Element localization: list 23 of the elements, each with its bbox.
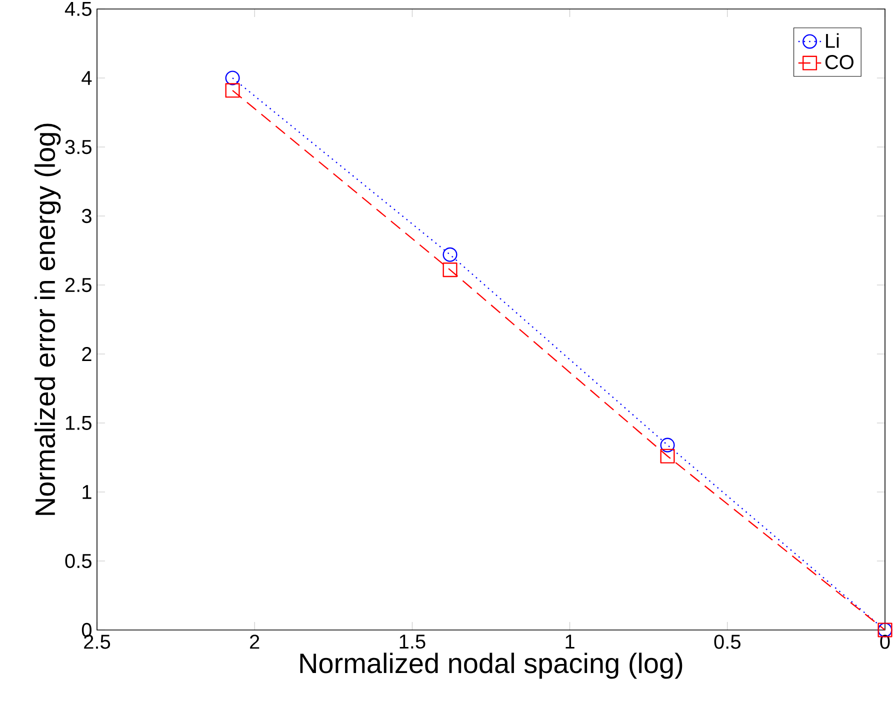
y-tick-label: 3.5 — [65, 140, 92, 154]
point — [442, 262, 458, 278]
x-tick-label: 1 — [566, 634, 574, 648]
x-tick-label: 1.5 — [400, 634, 426, 649]
y-tick-label: 2.5 — [65, 278, 92, 292]
point — [660, 448, 675, 464]
x-tick-label: 2 — [250, 634, 260, 649]
y-tick-label: 3 — [82, 208, 92, 224]
legend-label: Li — [826, 33, 839, 48]
y-tick-label: 4 — [82, 71, 92, 85]
point — [225, 83, 240, 98]
x-axis-title: Normalized nodal spacing (log) — [300, 652, 682, 679]
point — [442, 247, 458, 262]
point — [225, 70, 240, 86]
y-axis-title: Normalized error in energy (log) — [34, 124, 61, 515]
y-tick-label: 0.5 — [65, 554, 92, 568]
y-tick-label: 1 — [82, 485, 92, 499]
y-tick-label: 2 — [82, 347, 92, 361]
y-tick-label: 4.5 — [64, 2, 92, 16]
point — [660, 438, 675, 452]
x-tick-label: 0.5 — [714, 634, 740, 649]
y-tick-label: 1.5 — [66, 416, 92, 430]
legend-label: CO — [825, 55, 854, 70]
